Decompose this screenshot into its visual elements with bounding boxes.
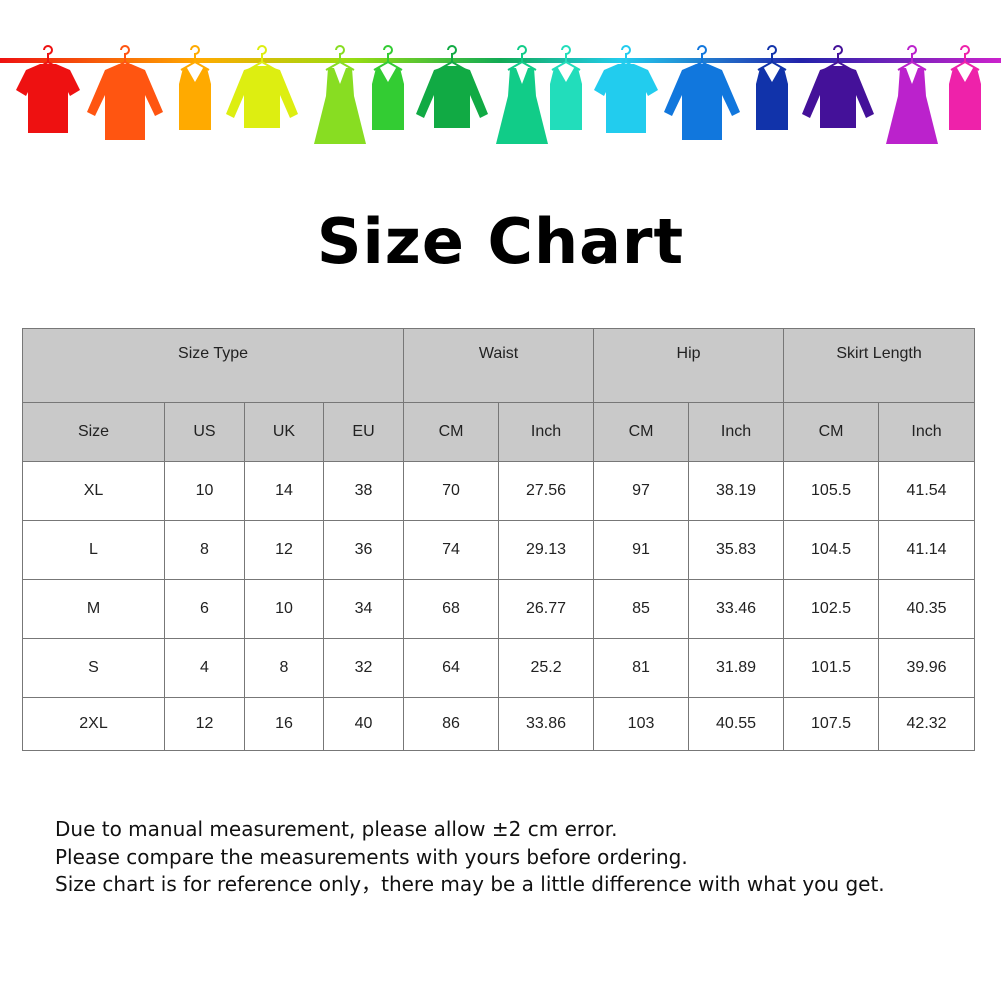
table-cell: 12 — [164, 697, 245, 751]
table-cell: 102.5 — [783, 579, 880, 639]
garment-dress-icon — [496, 45, 548, 144]
sub-header-cell: Inch — [498, 402, 595, 462]
garment-tank-icon — [550, 45, 582, 130]
garment-shirt-icon — [664, 45, 740, 140]
table-cell: 33.46 — [688, 579, 785, 639]
table-cell: 38.19 — [688, 461, 785, 521]
table-cell: 34 — [322, 579, 405, 639]
table-cell: 16 — [244, 697, 324, 751]
clothes-rod — [0, 58, 1001, 63]
table-cell: 10 — [164, 461, 245, 521]
sub-header-cell: Size — [22, 402, 165, 462]
table-cell: 70 — [403, 461, 500, 521]
garment-sweater-icon — [802, 45, 874, 128]
sub-header-cell: Inch — [878, 402, 976, 462]
table-row: S 4 8 32 64 25.2 81 31.89 101.5 39.96 — [22, 638, 976, 698]
table-cell: 32 — [322, 638, 405, 698]
table-cell: 25.2 — [498, 638, 595, 698]
group-header-row: Size Type Waist Hip Skirt Length — [21, 328, 976, 403]
clothes-banner-illustration — [0, 45, 1001, 144]
table-cell: 42.32 — [878, 697, 976, 751]
table-row: XL 10 14 38 70 27.56 97 38.19 105.5 41.54 — [22, 461, 976, 521]
table-cell: S — [22, 638, 165, 698]
table-cell: 85 — [593, 579, 690, 639]
sub-header-cell: Inch — [688, 402, 785, 462]
header-skirt-length: Skirt Length — [783, 328, 976, 403]
table-cell: 104.5 — [783, 520, 880, 580]
table-cell: L — [22, 520, 165, 580]
table-cell: 38 — [322, 461, 405, 521]
header-size-type: Size Type — [21, 328, 405, 403]
sub-header-cell: US — [164, 402, 245, 462]
table-cell: M — [22, 579, 165, 639]
table-cell: 35.83 — [688, 520, 785, 580]
table-cell: 36 — [322, 520, 405, 580]
garment-sweater-icon — [416, 45, 488, 128]
garment-tshirt-icon — [594, 45, 658, 133]
table-cell: 40.35 — [878, 579, 976, 639]
note-line: Due to manual measurement, please allow … — [55, 817, 618, 841]
table-cell: 107.5 — [783, 697, 880, 751]
garment-tank-icon — [372, 45, 404, 130]
table-cell: 68 — [403, 579, 500, 639]
size-chart-table: Size Type Waist Hip Skirt Length Size US U… — [21, 328, 976, 751]
table-cell: 26.77 — [498, 579, 595, 639]
table-cell: 29.13 — [498, 520, 595, 580]
table-cell: 103 — [593, 697, 690, 751]
sub-header-cell: UK — [244, 402, 324, 462]
page-title: Size Chart — [316, 205, 685, 278]
table-cell: 31.89 — [688, 638, 785, 698]
note-line: Please compare the measurements with you… — [55, 844, 688, 869]
table-cell: XL — [22, 461, 165, 521]
note-line: Size chart is for reference only，there m… — [55, 872, 885, 896]
table-cell: 6 — [164, 579, 245, 639]
table-cell: 86 — [403, 697, 500, 751]
table-cell: 27.56 — [498, 461, 595, 521]
sub-header-cell: CM — [783, 402, 880, 462]
garment-dress-icon — [886, 45, 938, 144]
table-cell: 74 — [403, 520, 500, 580]
table-cell: 10 — [244, 579, 324, 639]
garment-tank-icon — [756, 45, 788, 130]
table-cell: 8 — [244, 638, 324, 698]
garment-tank-icon — [949, 45, 981, 130]
garment-sweater-icon — [226, 45, 298, 128]
table-cell: 40.55 — [688, 697, 785, 751]
header-hip: Hip — [593, 328, 785, 403]
table-row: M 6 10 34 68 26.77 85 33.46 102.5 40.35 — [22, 579, 976, 639]
table-cell: 64 — [403, 638, 500, 698]
garment-tank-icon — [179, 45, 211, 130]
table-cell: 33.86 — [498, 697, 595, 751]
table-cell: 105.5 — [783, 461, 880, 521]
table-cell: 2XL — [22, 697, 165, 751]
garment-tshirt-icon — [16, 45, 80, 133]
sub-header-row: Size US UK EU CM Inch CM Inch CM Inch — [22, 402, 976, 462]
garment-dress-icon — [314, 45, 366, 144]
table-cell: 101.5 — [783, 638, 880, 698]
sub-header-cell: CM — [593, 402, 690, 462]
table-cell: 4 — [164, 638, 245, 698]
table-cell: 97 — [593, 461, 690, 521]
table-cell: 41.14 — [878, 520, 976, 580]
table-cell: 41.54 — [878, 461, 976, 521]
table-cell: 40 — [322, 697, 405, 751]
table-cell: 81 — [593, 638, 690, 698]
sub-header-cell: EU — [322, 402, 405, 462]
table-row: 2XL 12 16 40 86 33.86 103 40.55 107.5 42.32 — [22, 697, 976, 751]
notes: Due to manual measurement, please allow … — [55, 816, 885, 899]
table-cell: 91 — [593, 520, 690, 580]
table-cell: 14 — [244, 461, 324, 521]
sub-header-cell: CM — [403, 402, 500, 462]
garment-shirt-icon — [87, 45, 163, 140]
table-cell: 12 — [244, 520, 324, 580]
table-row: L 8 12 36 74 29.13 91 35.83 104.5 41.14 — [22, 520, 976, 580]
table-cell: 39.96 — [878, 638, 976, 698]
table-cell: 8 — [164, 520, 245, 580]
header-waist: Waist — [403, 328, 595, 403]
